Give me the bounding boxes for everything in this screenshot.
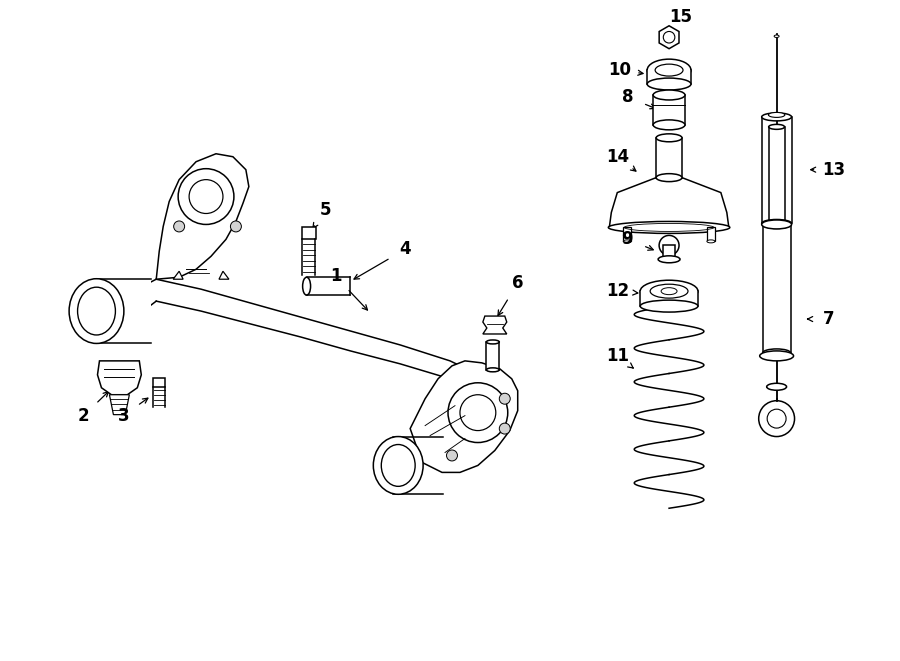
Ellipse shape <box>624 240 631 243</box>
Ellipse shape <box>608 221 730 233</box>
Ellipse shape <box>382 444 415 486</box>
Circle shape <box>174 221 184 232</box>
Circle shape <box>767 409 786 428</box>
Bar <box>762 225 790 353</box>
Circle shape <box>446 450 457 461</box>
Circle shape <box>460 395 496 430</box>
Bar <box>706 227 715 241</box>
Ellipse shape <box>655 64 683 76</box>
Circle shape <box>500 423 510 434</box>
Text: 4: 4 <box>400 241 411 258</box>
Polygon shape <box>483 316 507 334</box>
Circle shape <box>500 393 510 404</box>
Polygon shape <box>609 178 729 227</box>
Text: 12: 12 <box>606 282 629 300</box>
Ellipse shape <box>706 240 715 243</box>
Bar <box>761 117 792 223</box>
Bar <box>486 342 500 370</box>
Text: 5: 5 <box>320 200 331 219</box>
Polygon shape <box>219 271 229 279</box>
Ellipse shape <box>653 120 685 130</box>
Circle shape <box>663 32 675 43</box>
Circle shape <box>448 383 508 442</box>
Bar <box>769 127 785 227</box>
Ellipse shape <box>486 340 500 344</box>
Ellipse shape <box>761 220 792 229</box>
Bar <box>640 291 698 309</box>
Ellipse shape <box>774 35 779 38</box>
Ellipse shape <box>374 436 423 494</box>
Bar <box>647 70 691 84</box>
Circle shape <box>189 180 223 214</box>
Bar <box>656 137 682 178</box>
Bar <box>92 279 151 343</box>
Ellipse shape <box>761 219 792 227</box>
Text: 6: 6 <box>512 274 524 292</box>
Polygon shape <box>157 154 248 279</box>
Bar <box>624 227 631 241</box>
Ellipse shape <box>653 90 685 100</box>
Polygon shape <box>410 361 518 473</box>
Bar <box>663 245 675 258</box>
Ellipse shape <box>77 287 115 335</box>
Ellipse shape <box>662 288 677 295</box>
Text: 9: 9 <box>621 231 633 249</box>
Ellipse shape <box>656 174 682 182</box>
Circle shape <box>659 235 679 255</box>
Ellipse shape <box>486 368 500 372</box>
Ellipse shape <box>762 349 790 357</box>
Text: 14: 14 <box>606 147 629 166</box>
Circle shape <box>178 169 234 225</box>
Bar <box>653 95 685 125</box>
Ellipse shape <box>647 78 691 90</box>
Circle shape <box>230 221 241 232</box>
Polygon shape <box>110 395 130 414</box>
Bar <box>153 378 166 387</box>
Bar <box>302 227 316 239</box>
Ellipse shape <box>640 280 698 302</box>
Ellipse shape <box>761 113 792 121</box>
Text: 10: 10 <box>608 61 631 79</box>
Ellipse shape <box>656 134 682 142</box>
Polygon shape <box>659 26 679 49</box>
Text: 11: 11 <box>606 347 629 365</box>
Ellipse shape <box>302 277 310 295</box>
Text: 2: 2 <box>77 407 89 424</box>
Text: 15: 15 <box>670 9 692 26</box>
Ellipse shape <box>769 112 785 118</box>
Text: 1: 1 <box>329 267 341 286</box>
Text: 3: 3 <box>118 407 130 424</box>
Ellipse shape <box>762 221 790 229</box>
Text: 13: 13 <box>822 161 845 178</box>
Ellipse shape <box>658 256 680 263</box>
Ellipse shape <box>640 300 698 312</box>
Text: 8: 8 <box>622 88 633 106</box>
Ellipse shape <box>69 279 124 344</box>
Ellipse shape <box>760 351 794 361</box>
Ellipse shape <box>647 59 691 81</box>
Ellipse shape <box>650 284 688 298</box>
Text: 7: 7 <box>823 310 834 328</box>
Ellipse shape <box>767 383 787 390</box>
Ellipse shape <box>769 124 785 130</box>
Polygon shape <box>97 361 141 395</box>
Circle shape <box>759 401 795 436</box>
Polygon shape <box>157 279 475 391</box>
Polygon shape <box>173 271 183 279</box>
